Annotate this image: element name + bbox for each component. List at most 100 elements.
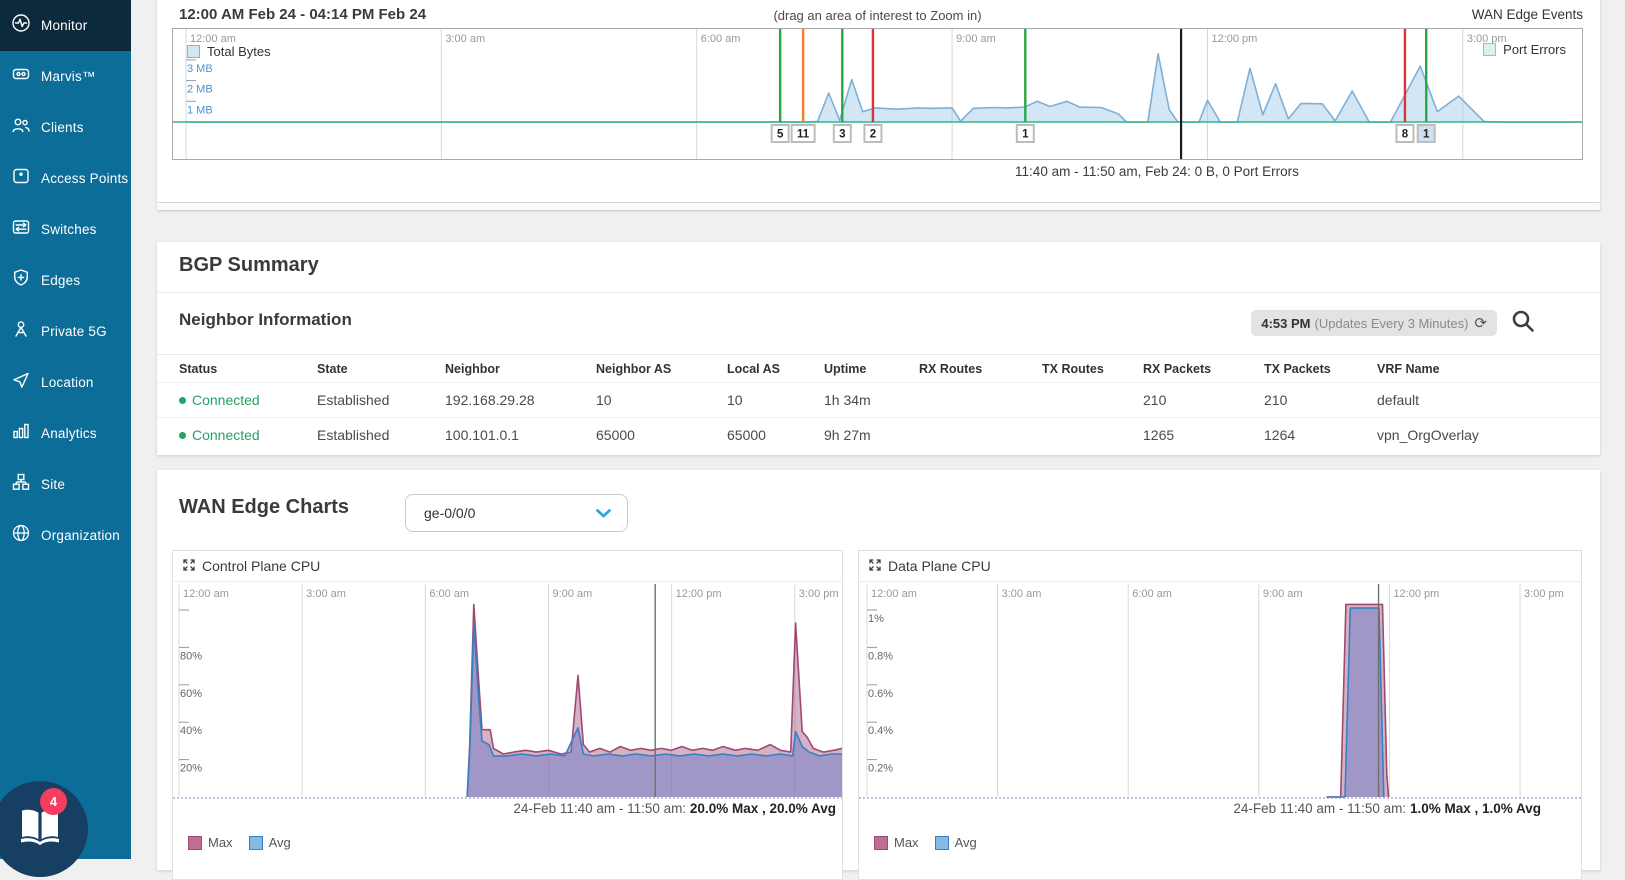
vrf-name-cell: default xyxy=(1377,392,1600,408)
col-rx-packets: RX Packets xyxy=(1143,362,1264,376)
local-as-cell: 10 xyxy=(727,392,824,408)
sidebar-item-label: Access Points xyxy=(41,171,128,186)
svg-text:20%: 20% xyxy=(180,763,202,775)
svg-text:6:00 am: 6:00 am xyxy=(429,588,469,600)
uptime-cell: 1h 34m xyxy=(824,392,919,408)
col-tx-packets: TX Packets xyxy=(1264,362,1377,376)
svg-text:3:00 am: 3:00 am xyxy=(445,33,485,45)
rx-packets-cell: 1265 xyxy=(1143,427,1264,443)
sidebar-item-private-5g[interactable]: Private 5G xyxy=(0,306,131,357)
svg-text:40%: 40% xyxy=(180,725,202,737)
neighbor-as-cell: 65000 xyxy=(596,427,727,443)
svg-text:9:00 am: 9:00 am xyxy=(552,588,592,600)
avg-legend-label: Avg xyxy=(955,835,977,850)
chevron-down-icon xyxy=(596,505,611,521)
svg-text:9:00 am: 9:00 am xyxy=(1263,588,1303,600)
svg-text:60%: 60% xyxy=(180,688,202,700)
wan-edge-events-chart[interactable]: 12:00 am3:00 am6:00 am9:00 am12:00 pm3:0… xyxy=(172,28,1583,160)
chart-legend: Max Avg xyxy=(188,835,842,850)
table-row[interactable]: Connected Established 192.168.29.28 10 1… xyxy=(157,382,1600,417)
access-points-icon xyxy=(11,166,31,191)
svg-text:1%: 1% xyxy=(868,613,884,625)
col-uptime: Uptime xyxy=(824,362,919,376)
rx-packets-cell: 210 xyxy=(1143,392,1264,408)
sidebar-item-organization[interactable]: Organization xyxy=(0,510,131,561)
bgp-summary-card: BGP Summary Neighbor Information 4:53 PM… xyxy=(157,242,1600,455)
sidebar-item-access-points[interactable]: Access Points xyxy=(0,153,131,204)
sidebar-item-analytics[interactable]: Analytics xyxy=(0,408,131,459)
control-plane-cpu-chart[interactable]: 12:00 am3:00 am6:00 am9:00 am12:00 pm3:0… xyxy=(173,584,842,799)
panel-header: Data Plane CPU xyxy=(859,551,1581,582)
port-select-dropdown[interactable]: ge-0/0/0 xyxy=(405,494,628,532)
wan-edge-charts-card: WAN Edge Charts ge-0/0/0 Control Plane C… xyxy=(157,470,1600,870)
expand-icon[interactable] xyxy=(183,558,195,574)
svg-text:1: 1 xyxy=(1022,129,1029,141)
monitor-activity-icon xyxy=(11,13,31,38)
organization-globe-icon xyxy=(11,523,31,548)
chart-caption: 24-Feb 11:40 am - 11:50 am: 20.0% Max , … xyxy=(173,801,842,819)
total-bytes-legend: Total Bytes xyxy=(187,44,271,59)
sidebar-item-label: Location xyxy=(41,375,94,390)
notification-badge: 4 xyxy=(40,788,67,815)
neighbor-table: Status State Neighbor Neighbor AS Local … xyxy=(157,354,1600,452)
svg-text:11: 11 xyxy=(797,129,810,141)
table-header-row: Status State Neighbor Neighbor AS Local … xyxy=(157,354,1600,382)
refresh-interval-button[interactable]: 4:53 PM (Updates Every 3 Minutes) ⟳ xyxy=(1251,310,1497,336)
svg-text:3:00 pm: 3:00 pm xyxy=(1524,588,1564,600)
wan-edge-charts-title: WAN Edge Charts xyxy=(179,496,349,519)
svg-text:2 MB: 2 MB xyxy=(187,84,213,96)
updated-time: 4:53 PM xyxy=(1261,316,1310,331)
max-legend-label: Max xyxy=(208,835,233,850)
bgp-summary-title: BGP Summary xyxy=(179,254,319,277)
svg-text:0.8%: 0.8% xyxy=(868,650,893,662)
expand-icon[interactable] xyxy=(869,558,881,574)
analytics-bars-icon xyxy=(11,421,31,446)
sidebar-item-marvis[interactable]: Marvis™ xyxy=(0,51,131,102)
svg-text:12:00 pm: 12:00 pm xyxy=(1393,588,1439,600)
svg-text:0.6%: 0.6% xyxy=(868,688,893,700)
search-button[interactable] xyxy=(1510,308,1536,334)
svg-text:1: 1 xyxy=(1423,129,1430,141)
neighbor-cell: 100.101.0.1 xyxy=(445,427,596,443)
svg-text:3 MB: 3 MB xyxy=(187,63,213,75)
tx-packets-cell: 210 xyxy=(1264,392,1377,408)
svg-text:2: 2 xyxy=(870,129,876,141)
sidebar-item-clients[interactable]: Clients xyxy=(0,102,131,153)
sidebar-item-label: Analytics xyxy=(41,426,97,441)
location-plane-icon xyxy=(11,370,31,395)
sidebar-item-switches[interactable]: Switches xyxy=(0,204,131,255)
table-row[interactable]: Connected Established 100.101.0.1 65000 … xyxy=(157,417,1600,452)
sidebar-item-label: Marvis™ xyxy=(41,69,96,84)
svg-text:12:00 pm: 12:00 pm xyxy=(676,588,722,600)
neighbor-information-title: Neighbor Information xyxy=(179,310,352,330)
chart-caption: 24-Feb 11:40 am - 11:50 am: 1.0% Max , 1… xyxy=(859,801,1581,819)
sidebar-item-site[interactable]: Site xyxy=(0,459,131,510)
total-bytes-label: Total Bytes xyxy=(207,44,271,59)
svg-text:3:00 am: 3:00 am xyxy=(1002,588,1042,600)
updated-interval-text: (Updates Every 3 Minutes) xyxy=(1315,316,1469,331)
col-neighbor-as: Neighbor AS xyxy=(596,362,727,376)
sidebar-item-label: Switches xyxy=(41,222,97,237)
sidebar-item-location[interactable]: Location xyxy=(0,357,131,408)
tx-packets-cell: 1264 xyxy=(1264,427,1377,443)
col-vrf-name: VRF Name xyxy=(1377,362,1600,376)
search-icon xyxy=(1510,321,1536,338)
sidebar-item-edges[interactable]: Edges xyxy=(0,255,131,306)
port-select-value: ge-0/0/0 xyxy=(424,505,475,521)
sidebar-item-monitor[interactable]: Monitor xyxy=(0,0,131,51)
svg-text:6:00 am: 6:00 am xyxy=(701,33,741,45)
port-errors-legend: Port Errors xyxy=(1483,42,1566,57)
events-timeline-plot[interactable]: 12:00 am3:00 am6:00 am9:00 am12:00 pm3:0… xyxy=(173,29,1582,159)
sidebar-item-label: Clients xyxy=(41,120,84,135)
col-rx-routes: RX Routes xyxy=(919,362,1042,376)
divider xyxy=(157,292,1600,293)
svg-text:9:00 am: 9:00 am xyxy=(956,33,996,45)
svg-text:0.2%: 0.2% xyxy=(868,763,893,775)
data-plane-cpu-chart[interactable]: 12:00 am3:00 am6:00 am9:00 am12:00 pm3:0… xyxy=(859,584,1581,799)
local-as-cell: 65000 xyxy=(727,427,824,443)
marvis-icon xyxy=(11,64,31,89)
status-cell: Connected xyxy=(179,392,317,408)
events-chart-title: WAN Edge Events xyxy=(1472,7,1583,22)
refresh-icon[interactable]: ⟳ xyxy=(1474,314,1487,332)
svg-text:5: 5 xyxy=(777,129,784,141)
